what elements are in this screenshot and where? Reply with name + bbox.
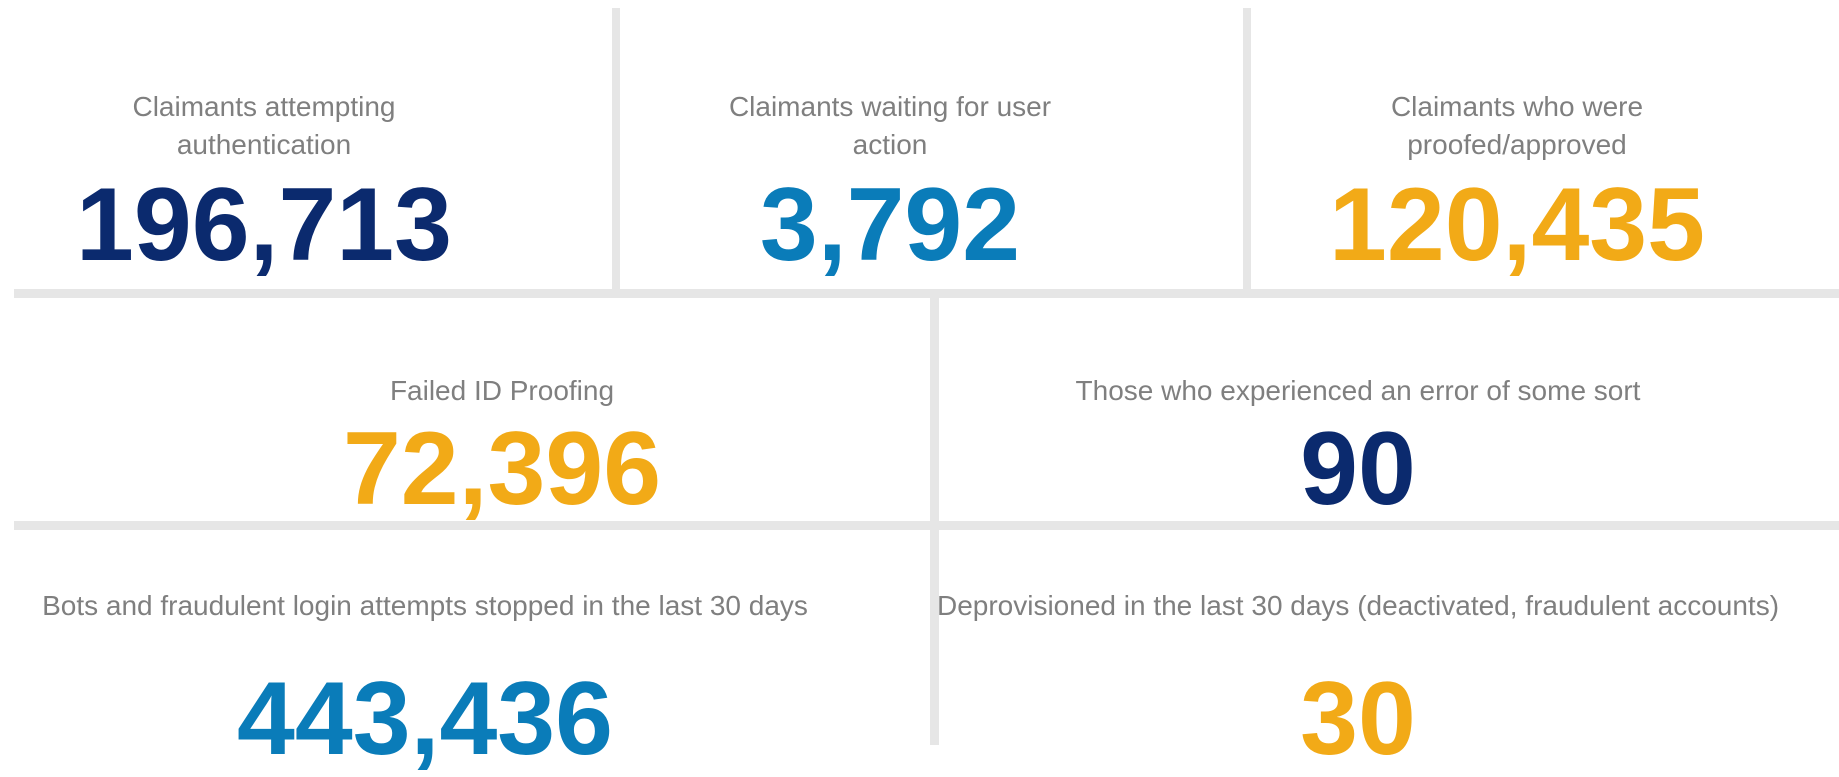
tile-label: Claimants attempting authentication	[132, 91, 396, 160]
tile-value: 30	[1300, 661, 1416, 777]
divider	[1243, 8, 1251, 289]
tile-value: 90	[1300, 411, 1416, 527]
tile-label: Claimants who were proofed/approved	[1390, 91, 1644, 160]
tile-label: Deprovisioned in the last 30 days (deact…	[936, 590, 1780, 621]
tile-value: 3,792	[759, 167, 1021, 283]
tile-label: Bots and fraudulent login attempts stopp…	[42, 590, 808, 621]
tile-label: Those who experienced an error of some s…	[1075, 375, 1641, 406]
tile-label: Failed ID Proofing	[389, 375, 615, 406]
tile-value: 120,435	[1329, 167, 1705, 283]
divider	[612, 8, 620, 289]
divider	[14, 521, 1839, 530]
divider	[14, 289, 1839, 298]
tile-value: 196,713	[76, 167, 452, 283]
tile-value: 72,396	[342, 411, 662, 527]
tile-value: 443,436	[237, 661, 613, 777]
tile-label: Claimants waiting for user action	[728, 91, 1052, 160]
